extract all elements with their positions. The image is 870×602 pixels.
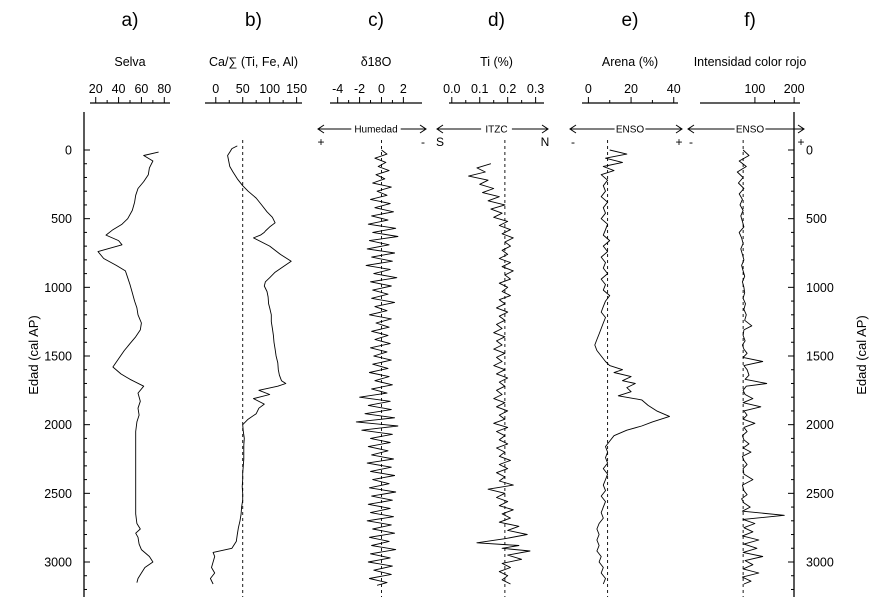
panel-d-indicator-arrowhead-right xyxy=(541,124,549,134)
panel-d-letter: d) xyxy=(488,10,505,31)
panel-d-indicator-label: ITZC xyxy=(485,125,507,136)
panel-c-tick-label: -2 xyxy=(354,82,365,96)
panel-e-indicator-arrowhead-right xyxy=(675,124,683,134)
panel-e-indicator-label: ENSO xyxy=(616,125,645,136)
panel-b-tick-label: 0 xyxy=(212,82,219,96)
panel-f-tick-label: 200 xyxy=(784,82,805,96)
panel-d-tick-label: 0.0 xyxy=(443,82,460,96)
age-tick-label-left: 1500 xyxy=(44,350,72,364)
age-tick-label-right: 500 xyxy=(806,212,827,226)
panel-e-indicator-left-sign: - xyxy=(571,135,575,149)
age-tick-label-left: 2000 xyxy=(44,418,72,432)
age-tick-label-right: 1000 xyxy=(806,281,834,295)
panel-c-indicator-label: Humedad xyxy=(354,125,397,136)
panel-f-series-line xyxy=(736,149,785,585)
panel-a-tick-label: 80 xyxy=(157,82,171,96)
panel-e-indicator-arrowhead-left xyxy=(569,124,577,134)
panel-f-letter: f) xyxy=(744,10,756,31)
panel-e-letter: e) xyxy=(622,10,639,31)
panel-b-label: Ca/∑ (Ti, Fe, Al) xyxy=(209,55,298,69)
y-axis-title-left: Edad (cal AP) xyxy=(26,315,41,395)
panel-c-indicator-arrowhead-left xyxy=(317,124,325,134)
age-tick-label-left: 0 xyxy=(65,144,72,158)
age-tick-label-left: 1000 xyxy=(44,281,72,295)
panel-a-tick-label: 60 xyxy=(134,82,148,96)
panel-c-indicator-left-sign: + xyxy=(317,135,324,149)
panel-b-tick-label: 100 xyxy=(259,82,280,96)
panel-f-indicator-arrowhead-left xyxy=(687,124,695,134)
panel-c-series-line xyxy=(355,149,399,586)
panel-b-tick-label: 150 xyxy=(286,82,307,96)
age-tick-label-left: 2500 xyxy=(44,487,72,501)
panel-d-indicator-right-sign: N xyxy=(541,135,550,149)
y-axis-title-right: Edad (cal AP) xyxy=(854,315,869,395)
panel-c-tick-label: 2 xyxy=(400,82,407,96)
age-tick-label-left: 500 xyxy=(51,212,72,226)
panel-e-tick-label: 20 xyxy=(624,82,638,96)
age-tick-label-left: 3000 xyxy=(44,556,72,570)
panel-a-tick-label: 20 xyxy=(89,82,103,96)
panel-f-indicator-arrowhead-right xyxy=(797,124,805,134)
age-tick-label-right: 0 xyxy=(806,144,813,158)
panel-b-series-line xyxy=(209,145,292,585)
panel-f-tick-label: 100 xyxy=(744,82,765,96)
age-tick-label-right: 3000 xyxy=(806,556,834,570)
panel-a-label: Selva xyxy=(114,55,145,69)
panel-f-label: Intensidad color rojo xyxy=(694,55,807,69)
panel-d-series-line xyxy=(468,163,531,585)
panel-e-tick-label: 0 xyxy=(585,82,592,96)
age-tick-label-right: 2500 xyxy=(806,487,834,501)
panel-e-indicator-right-sign: + xyxy=(675,135,682,149)
age-tick-label-right: 2000 xyxy=(806,418,834,432)
panel-f-indicator-right-sign: + xyxy=(797,135,804,149)
panel-d-tick-label: 0.2 xyxy=(499,82,516,96)
panel-a-tick-label: 40 xyxy=(112,82,126,96)
panel-c-indicator-arrowhead-right xyxy=(419,124,427,134)
panel-d-indicator-left-sign: S xyxy=(436,135,444,149)
panel-c-label: δ18O xyxy=(361,55,392,69)
panel-a-letter: a) xyxy=(122,10,139,31)
panel-f-indicator-left-sign: - xyxy=(689,135,693,149)
panel-c-tick-label: -4 xyxy=(332,82,343,96)
panel-c-letter: c) xyxy=(368,10,384,31)
panel-e-tick-label: 40 xyxy=(667,82,681,96)
panel-e-series-line xyxy=(594,149,670,585)
panel-d-label: Ti (%) xyxy=(480,55,513,69)
panel-d-tick-label: 0.3 xyxy=(527,82,544,96)
panel-d-tick-label: 0.1 xyxy=(471,82,488,96)
panel-a-series-line xyxy=(97,151,159,583)
panel-e-label: Arena (%) xyxy=(602,55,658,69)
panel-c-tick-label: 0 xyxy=(378,82,385,96)
panel-f-indicator-label: ENSO xyxy=(736,125,765,136)
age-tick-label-right: 1500 xyxy=(806,350,834,364)
panel-b-tick-label: 50 xyxy=(236,82,250,96)
panel-c-indicator-right-sign: - xyxy=(421,135,425,149)
panel-d-indicator-arrowhead-left xyxy=(436,124,444,134)
panel-b-letter: b) xyxy=(245,10,262,31)
